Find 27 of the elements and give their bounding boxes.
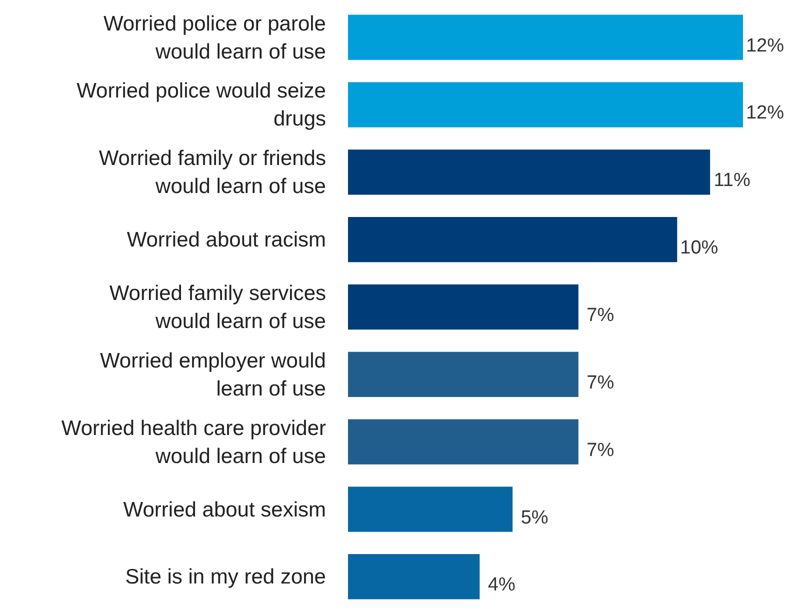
- y-tick-label: Worried employer would learn of use: [100, 349, 326, 400]
- data-label: 12%: [746, 102, 784, 124]
- y-tick-label: Worried about sexism: [123, 498, 326, 522]
- data-label: 4%: [488, 574, 516, 596]
- data-label: 5%: [520, 507, 548, 528]
- y-tick-label: Site is in my red zone: [125, 566, 326, 589]
- data-label: 11%: [714, 170, 750, 192]
- y-tick-label: Worried family or friends would learn of use: [98, 147, 326, 198]
- y-tick-label: Worried about racism: [126, 228, 326, 252]
- bar: [348, 554, 480, 600]
- bar: [348, 150, 710, 195]
- bar: [348, 284, 578, 330]
- bar: [348, 216, 678, 262]
- y-tick-label: Worried health care provider would learn of use: [61, 416, 326, 468]
- bar: [348, 82, 743, 128]
- data-label: 12%: [746, 35, 784, 56]
- bar: [348, 352, 578, 398]
- bar: [348, 14, 743, 60]
- data-label: 10%: [680, 238, 718, 259]
- data-label: 7%: [586, 440, 614, 461]
- y-tick-label: Worried family services would learn of use: [109, 282, 326, 333]
- y-tick-label: Worried police would seize drugs: [76, 80, 326, 131]
- y-tick-label: Worried police or parole would learn of use: [103, 12, 326, 64]
- data-label: 7%: [586, 305, 614, 326]
- bar: [348, 419, 578, 464]
- data-label: 7%: [586, 372, 614, 394]
- bar: [348, 486, 513, 532]
